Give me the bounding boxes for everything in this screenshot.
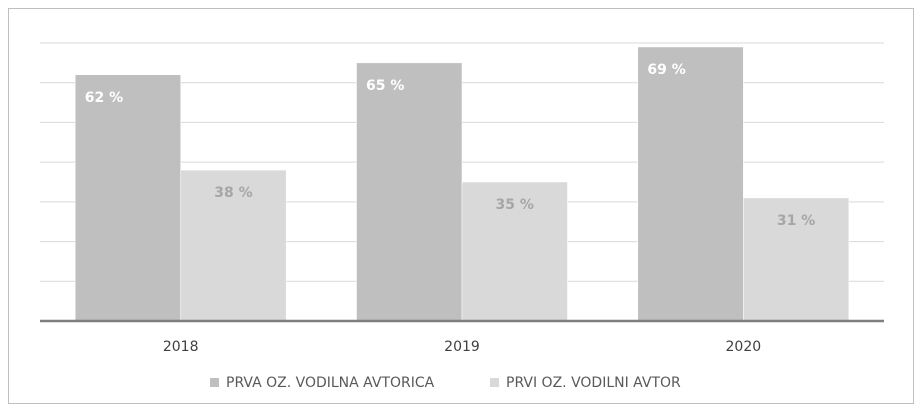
legend-label: PRVI OZ. VODILNI AVTOR: [506, 375, 681, 391]
bar: [356, 62, 463, 322]
x-tick-label: 2020: [726, 339, 762, 355]
data-label: 38 %: [214, 185, 252, 201]
data-label: 62 %: [85, 90, 123, 106]
data-label: 31 %: [777, 213, 815, 229]
x-tick-label: 2018: [163, 339, 199, 355]
data-label: 65 %: [366, 78, 404, 94]
bar: [180, 169, 287, 322]
bar: [461, 181, 568, 322]
x-tick-label: 2019: [444, 339, 480, 355]
bar: [74, 74, 181, 322]
legend-label: PRVA OZ. VODILNA AVTORICA: [226, 375, 435, 391]
legend-swatch: [210, 378, 219, 387]
bar: [637, 46, 744, 322]
data-label: 69 %: [647, 62, 685, 78]
bar: [743, 197, 850, 322]
legend-swatch: [490, 378, 499, 387]
data-label: 35 %: [496, 197, 534, 213]
